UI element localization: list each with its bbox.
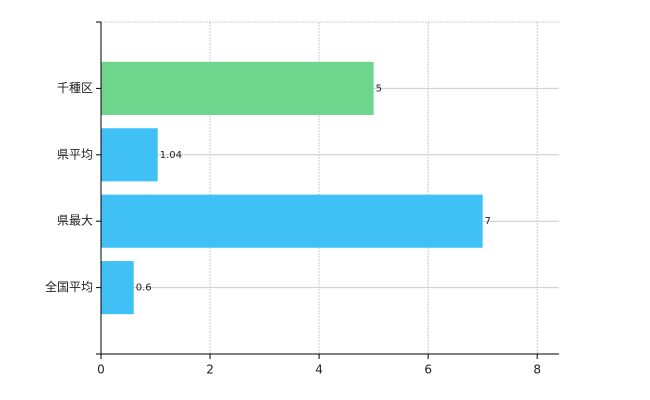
x-tick-label: 2 xyxy=(206,363,214,377)
bar xyxy=(101,261,134,315)
y-tick-label: 県平均 xyxy=(57,147,93,161)
value-label: 5 xyxy=(376,83,382,94)
x-tick-label: 6 xyxy=(424,363,432,377)
y-tick-label: 千種区 xyxy=(57,81,93,95)
y-tick-label: 全国平均 xyxy=(45,279,93,294)
x-tick-label: 4 xyxy=(315,363,323,377)
bar xyxy=(101,128,158,182)
value-label: 1.04 xyxy=(160,150,182,161)
value-label: 7 xyxy=(485,216,491,227)
x-tick-label: 8 xyxy=(533,363,541,377)
y-tick-label: 県最大 xyxy=(57,214,93,228)
value-label: 0.6 xyxy=(136,283,152,294)
x-tick-label: 0 xyxy=(97,363,105,377)
bar xyxy=(101,194,483,248)
bar xyxy=(101,61,374,115)
